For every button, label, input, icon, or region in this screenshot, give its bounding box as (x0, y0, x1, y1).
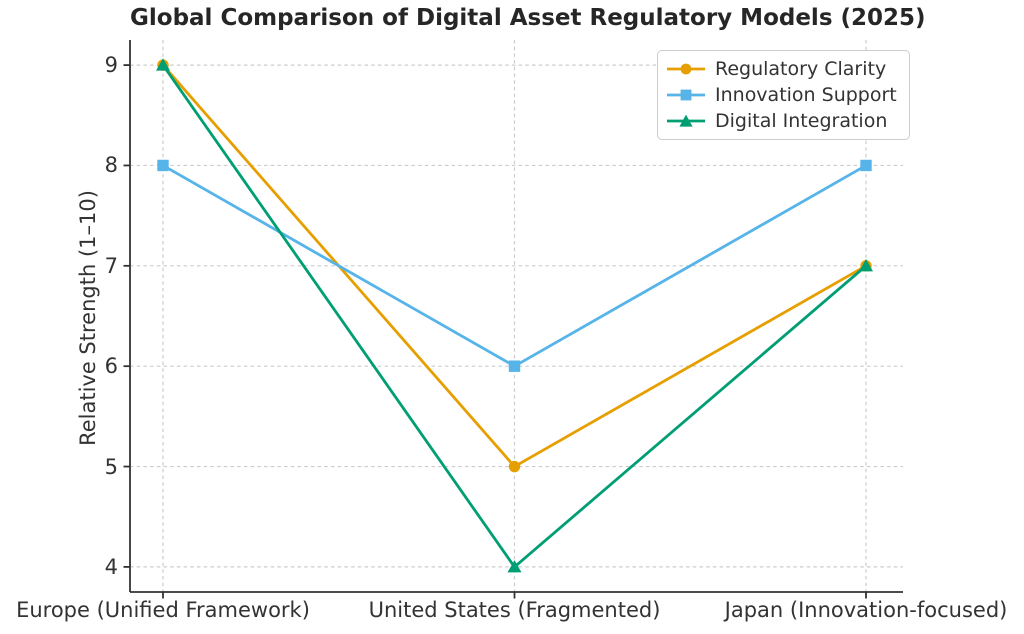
y-tick-label-9: 9 (104, 53, 118, 78)
marker-regulatory-clarity-1 (508, 460, 521, 473)
y-tick-label-7: 7 (104, 253, 118, 278)
y-tick-label-5: 5 (104, 454, 118, 479)
marker-digital-integration-2 (859, 259, 873, 272)
legend-label: Digital Integration (715, 110, 888, 132)
legend-sample-circle-icon (667, 63, 705, 75)
x-tick-label-japan-innovation-focused-: Japan (Innovation-focused) (724, 598, 1008, 622)
marker-innovation-support-2 (860, 159, 872, 172)
legend-item-regulatory-clarity: Regulatory Clarity (666, 56, 897, 82)
legend-label: Regulatory Clarity (715, 58, 887, 80)
y-tick-label-4: 4 (104, 554, 118, 579)
legend: Regulatory Clarity Innovation Support Digi… (657, 50, 910, 140)
marker-innovation-support-1 (508, 360, 521, 372)
legend-item-innovation-support: Innovation Support (666, 82, 897, 108)
marker-digital-integration-0 (156, 58, 170, 71)
legend-label: Innovation Support (715, 84, 897, 106)
y-tick-label-6: 6 (104, 354, 118, 379)
legend-sample-square-icon (667, 89, 705, 101)
legend-item-digital-integration: Digital Integration (666, 108, 897, 134)
x-tick-label-europe-unified-framework-: Europe (Unified Framework) (16, 598, 310, 622)
y-tick-label-8: 8 (104, 153, 118, 178)
legend-sample-triangle-up-icon (667, 114, 705, 127)
marker-innovation-support-0 (157, 159, 169, 172)
x-tick-label-united-states-fragmented-: United States (Fragmented) (368, 598, 661, 622)
marker-digital-integration-1 (507, 560, 522, 573)
chart-title: Global Comparison of Digital Asset Regul… (130, 5, 926, 31)
